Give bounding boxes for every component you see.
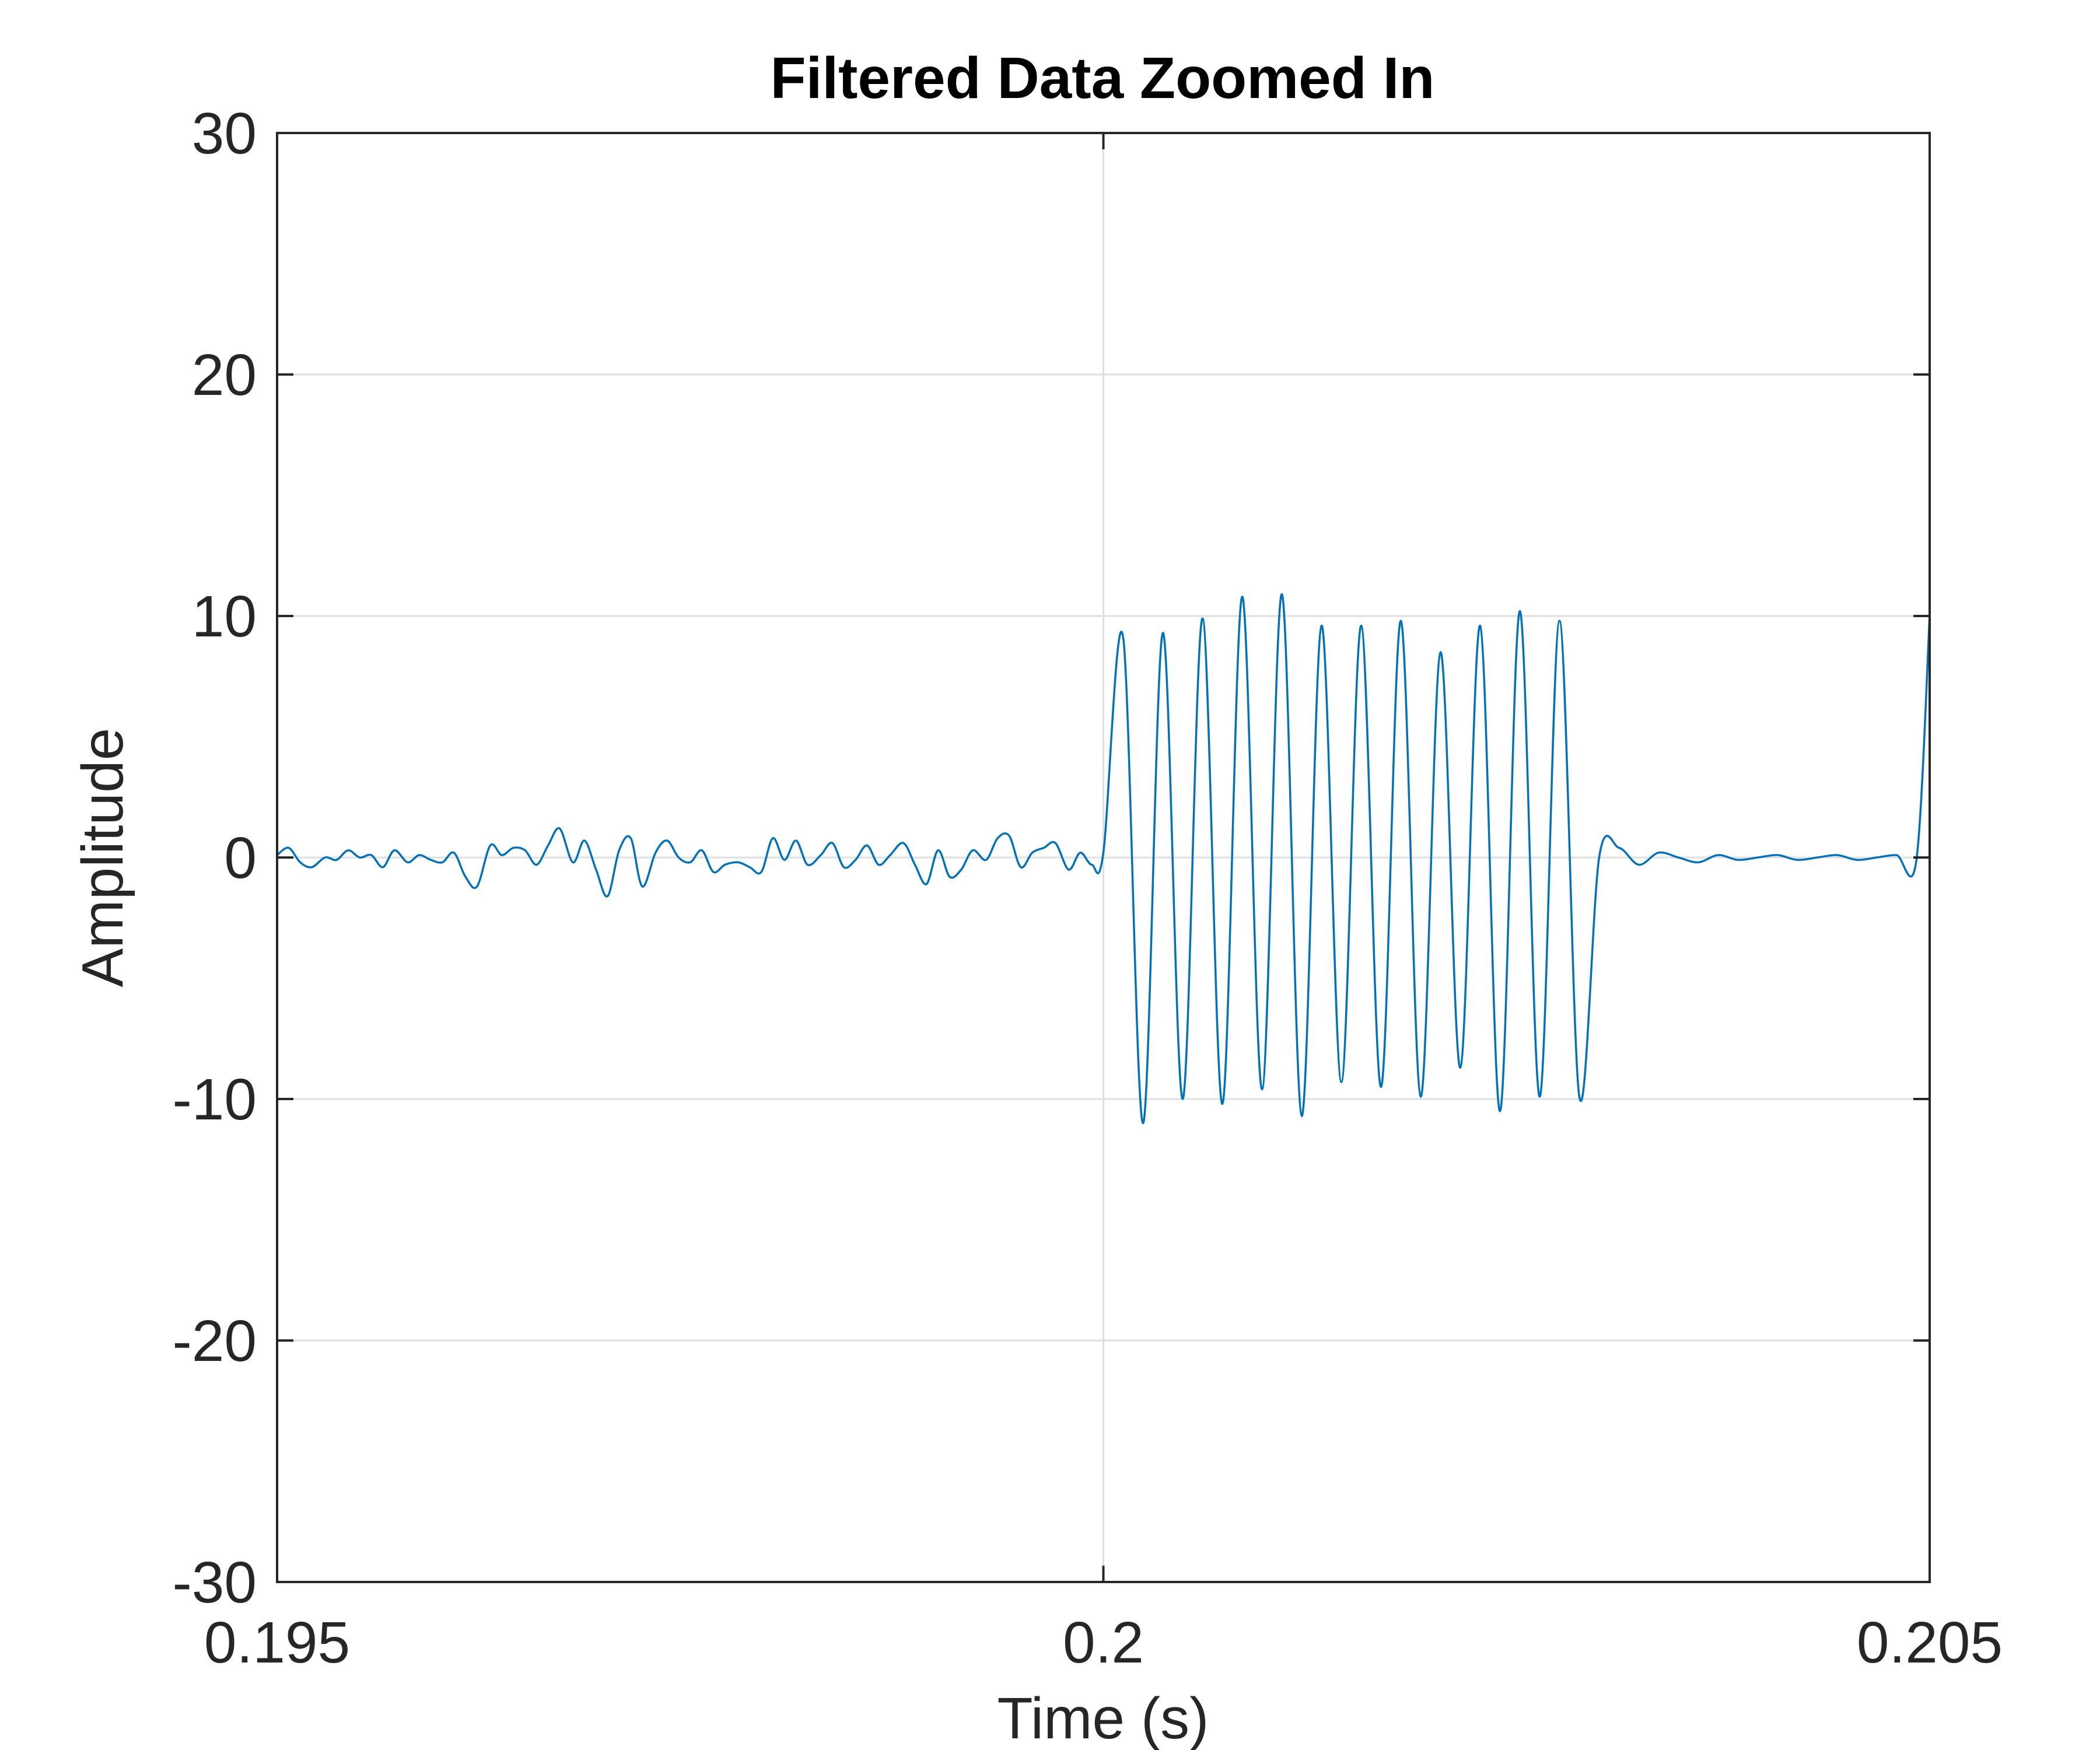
y-tick-label: 0: [224, 825, 257, 891]
chart-title: Filtered Data Zoomed In: [770, 46, 1434, 111]
y-axis-label: Amplitude: [70, 728, 135, 988]
y-tick-label: 30: [192, 101, 257, 166]
y-tick-label: -20: [172, 1308, 257, 1374]
y-tick-label: -10: [172, 1067, 257, 1132]
y-tick-label: 10: [192, 584, 257, 649]
y-tick-labels: -30 -20 -10 0 10 20 30: [172, 101, 257, 1615]
x-tick-label: 0.2: [1063, 1610, 1144, 1675]
x-tick-labels: 0.195 0.2 0.205: [204, 1610, 2003, 1675]
series-line: [276, 593, 1931, 1125]
y-tick-label: 20: [192, 342, 257, 408]
ticks: [276, 132, 1931, 1583]
series-group: [276, 593, 1931, 1125]
x-tick-label: 0.195: [204, 1610, 350, 1675]
x-axis-label: Time (s): [998, 1686, 1209, 1750]
x-tick-label: 0.205: [1857, 1610, 2003, 1675]
y-tick-label: -30: [172, 1550, 257, 1615]
